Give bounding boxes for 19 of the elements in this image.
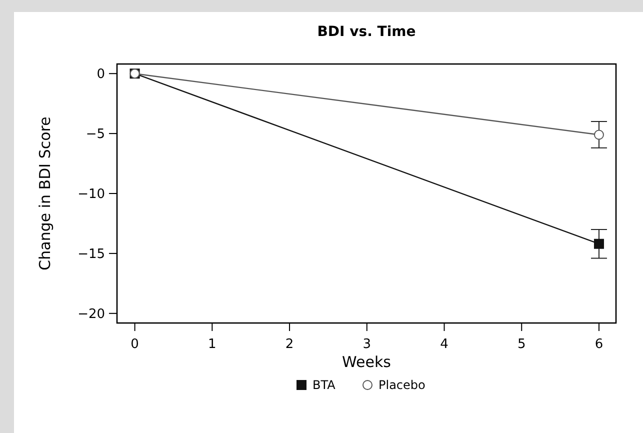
- x-tick-label: 1: [208, 337, 216, 352]
- x-tick-label: 2: [285, 337, 294, 352]
- y-tick-label: −15: [78, 247, 105, 262]
- legend-label: BTA: [312, 378, 336, 392]
- x-axis-title: Weeks: [342, 353, 392, 371]
- chart-title: BDI vs. Time: [317, 24, 416, 40]
- y-axis-title: Change in BDI Score: [36, 116, 54, 270]
- x-tick-label: 0: [130, 337, 139, 352]
- point: [594, 130, 604, 140]
- x-tick-label: 3: [362, 337, 372, 352]
- y-tick-label: −5: [86, 127, 105, 142]
- legend-label: Placebo: [378, 378, 426, 392]
- x-tick-label: 4: [440, 337, 448, 352]
- x-tick-label: 6: [594, 337, 604, 352]
- x-tick-label: 5: [517, 337, 526, 352]
- y-tick-label: −10: [78, 187, 105, 202]
- point: [594, 238, 604, 249]
- y-tick-label: 0: [96, 67, 105, 82]
- y-tick-label: −20: [78, 306, 105, 322]
